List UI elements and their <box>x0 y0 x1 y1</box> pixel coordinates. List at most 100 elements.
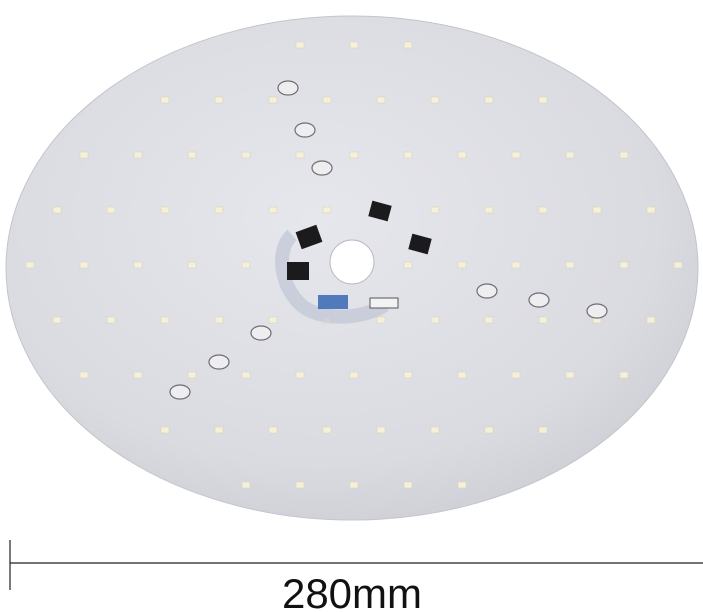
led <box>538 316 548 324</box>
led <box>457 481 467 489</box>
led <box>241 371 251 379</box>
led <box>322 206 332 214</box>
connector <box>369 297 399 309</box>
dimension-label: 280mm <box>282 570 422 612</box>
led <box>295 371 305 379</box>
led <box>511 371 521 379</box>
led <box>133 151 143 159</box>
resistor <box>311 160 333 176</box>
resistor <box>476 283 498 299</box>
led <box>403 481 413 489</box>
led <box>187 151 197 159</box>
led <box>268 206 278 214</box>
chip <box>287 262 309 280</box>
resistor <box>250 325 272 341</box>
components <box>275 200 432 324</box>
led <box>619 151 629 159</box>
led <box>538 426 548 434</box>
led <box>457 371 467 379</box>
led <box>403 261 413 269</box>
led <box>349 151 359 159</box>
led <box>268 316 278 324</box>
chip <box>408 233 432 255</box>
resistors <box>169 80 608 400</box>
center-hole <box>329 239 375 285</box>
wiring <box>275 229 389 324</box>
led <box>349 371 359 379</box>
led <box>565 261 575 269</box>
led <box>430 426 440 434</box>
led <box>430 316 440 324</box>
led <box>187 261 197 269</box>
led <box>241 261 251 269</box>
led <box>511 151 521 159</box>
led <box>592 206 602 214</box>
resistor <box>294 122 316 138</box>
led <box>52 206 62 214</box>
led <box>430 96 440 104</box>
led <box>349 481 359 489</box>
led-array <box>25 41 683 489</box>
led <box>133 261 143 269</box>
led <box>673 261 683 269</box>
led <box>403 371 413 379</box>
led <box>79 371 89 379</box>
chip <box>295 224 323 250</box>
led <box>295 41 305 49</box>
led <box>295 151 305 159</box>
led <box>214 316 224 324</box>
resistor <box>586 303 608 319</box>
led <box>511 261 521 269</box>
led <box>376 426 386 434</box>
led <box>646 206 656 214</box>
resistor <box>169 384 191 400</box>
led <box>619 371 629 379</box>
led <box>160 96 170 104</box>
led <box>376 316 386 324</box>
led <box>214 96 224 104</box>
led <box>538 96 548 104</box>
led <box>25 261 35 269</box>
resistor <box>277 80 299 96</box>
led <box>646 316 656 324</box>
capacitor <box>318 295 348 309</box>
led <box>484 96 494 104</box>
led <box>619 261 629 269</box>
led <box>565 151 575 159</box>
chip <box>368 200 392 222</box>
led <box>457 151 467 159</box>
led <box>268 426 278 434</box>
led <box>322 96 332 104</box>
led <box>241 481 251 489</box>
led <box>187 371 197 379</box>
led <box>484 316 494 324</box>
led <box>79 261 89 269</box>
led <box>52 316 62 324</box>
led <box>268 96 278 104</box>
led <box>160 316 170 324</box>
led <box>322 426 332 434</box>
led <box>403 151 413 159</box>
resistor <box>208 354 230 370</box>
led <box>538 206 548 214</box>
led <box>214 206 224 214</box>
resistor <box>528 292 550 308</box>
led <box>349 41 359 49</box>
led <box>133 371 143 379</box>
led <box>484 426 494 434</box>
led <box>295 481 305 489</box>
led <box>403 41 413 49</box>
led <box>241 151 251 159</box>
led <box>160 206 170 214</box>
led <box>376 96 386 104</box>
led <box>106 206 116 214</box>
led <box>565 371 575 379</box>
led <box>430 206 440 214</box>
led <box>457 261 467 269</box>
led <box>214 426 224 434</box>
led <box>160 426 170 434</box>
led <box>106 316 116 324</box>
led <box>484 206 494 214</box>
